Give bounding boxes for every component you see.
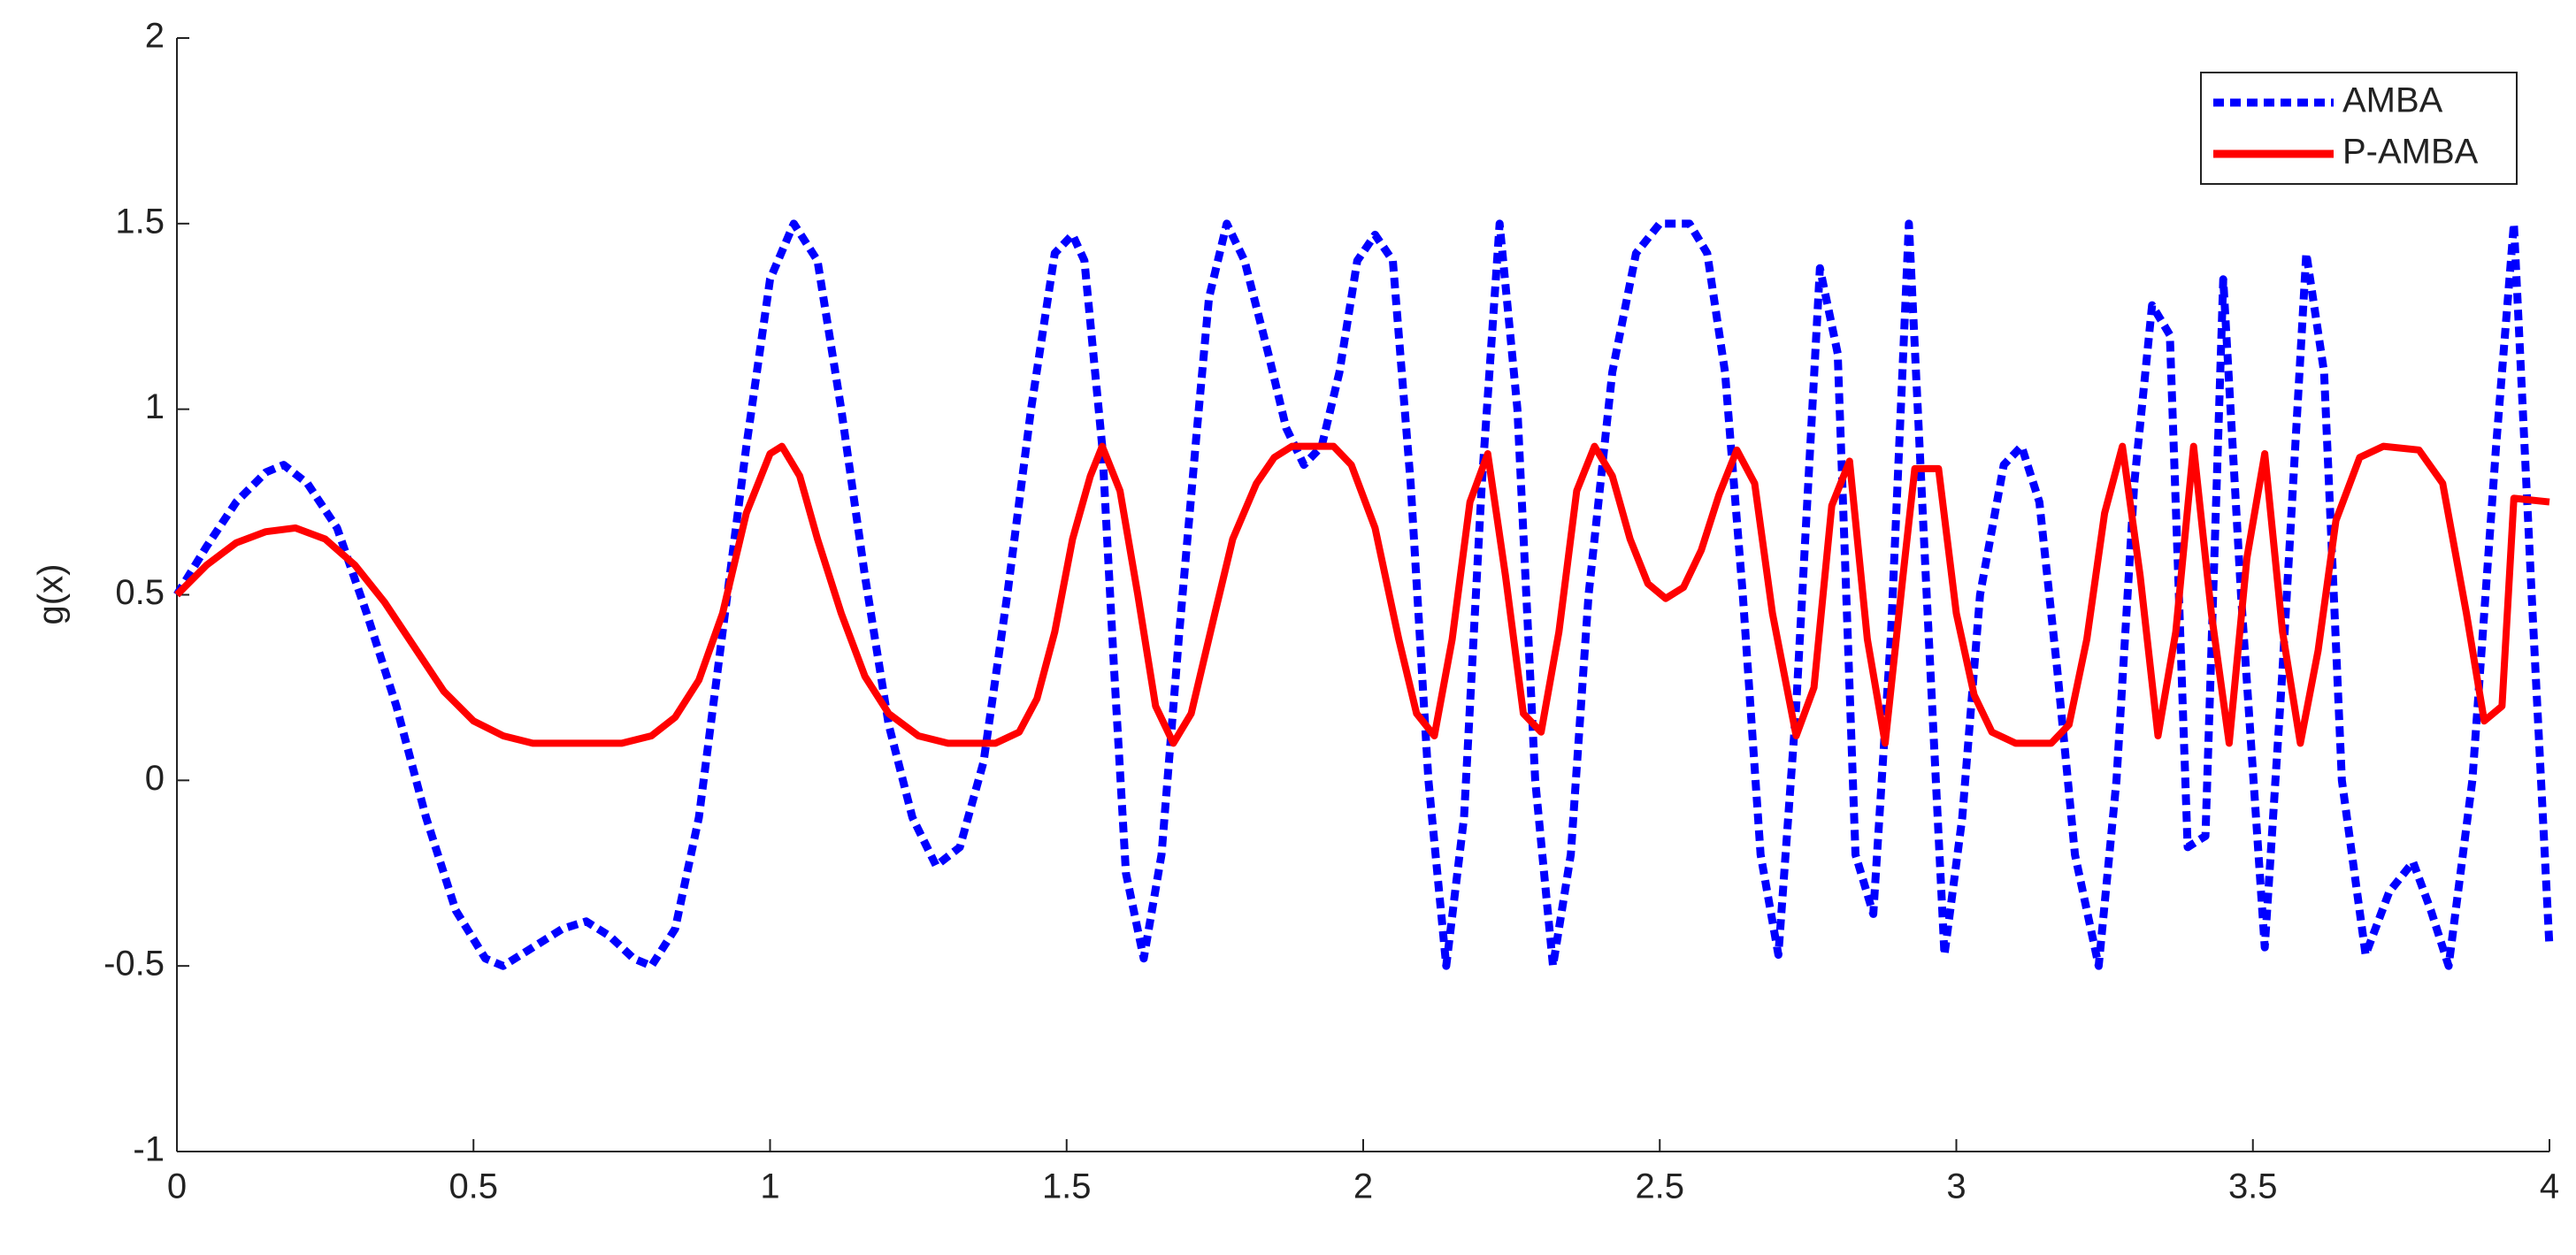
x-tick-label: 1.5	[1042, 1167, 1092, 1206]
legend-box	[2200, 72, 2518, 185]
series-line	[174, 442, 2550, 747]
x-tick-label: 2	[1353, 1167, 1373, 1206]
y-tick-label: -0.5	[104, 945, 165, 983]
y-tick-label: 1.5	[115, 202, 165, 241]
series-line	[173, 219, 2554, 970]
x-tick-label: 3.5	[2228, 1167, 2278, 1206]
legend-label: AMBA	[2342, 81, 2443, 120]
y-tick-label: 2	[145, 17, 165, 56]
x-tick-label: 4	[2540, 1167, 2559, 1206]
y-tick-label: -1	[133, 1130, 165, 1169]
x-tick-label: 3	[1946, 1167, 1966, 1206]
x-tick-label: 0.5	[448, 1167, 498, 1206]
y-tick-label: 0.5	[115, 573, 165, 612]
x-tick-label: 2.5	[1635, 1167, 1684, 1206]
x-tick-label: 0	[167, 1167, 187, 1206]
legend-label: P-AMBA	[2342, 133, 2479, 172]
y-axis-label: g(x)	[32, 564, 71, 625]
x-tick-label: 1	[760, 1167, 779, 1206]
y-tick-label: 1	[145, 387, 165, 426]
y-tick-label: 0	[145, 759, 165, 798]
